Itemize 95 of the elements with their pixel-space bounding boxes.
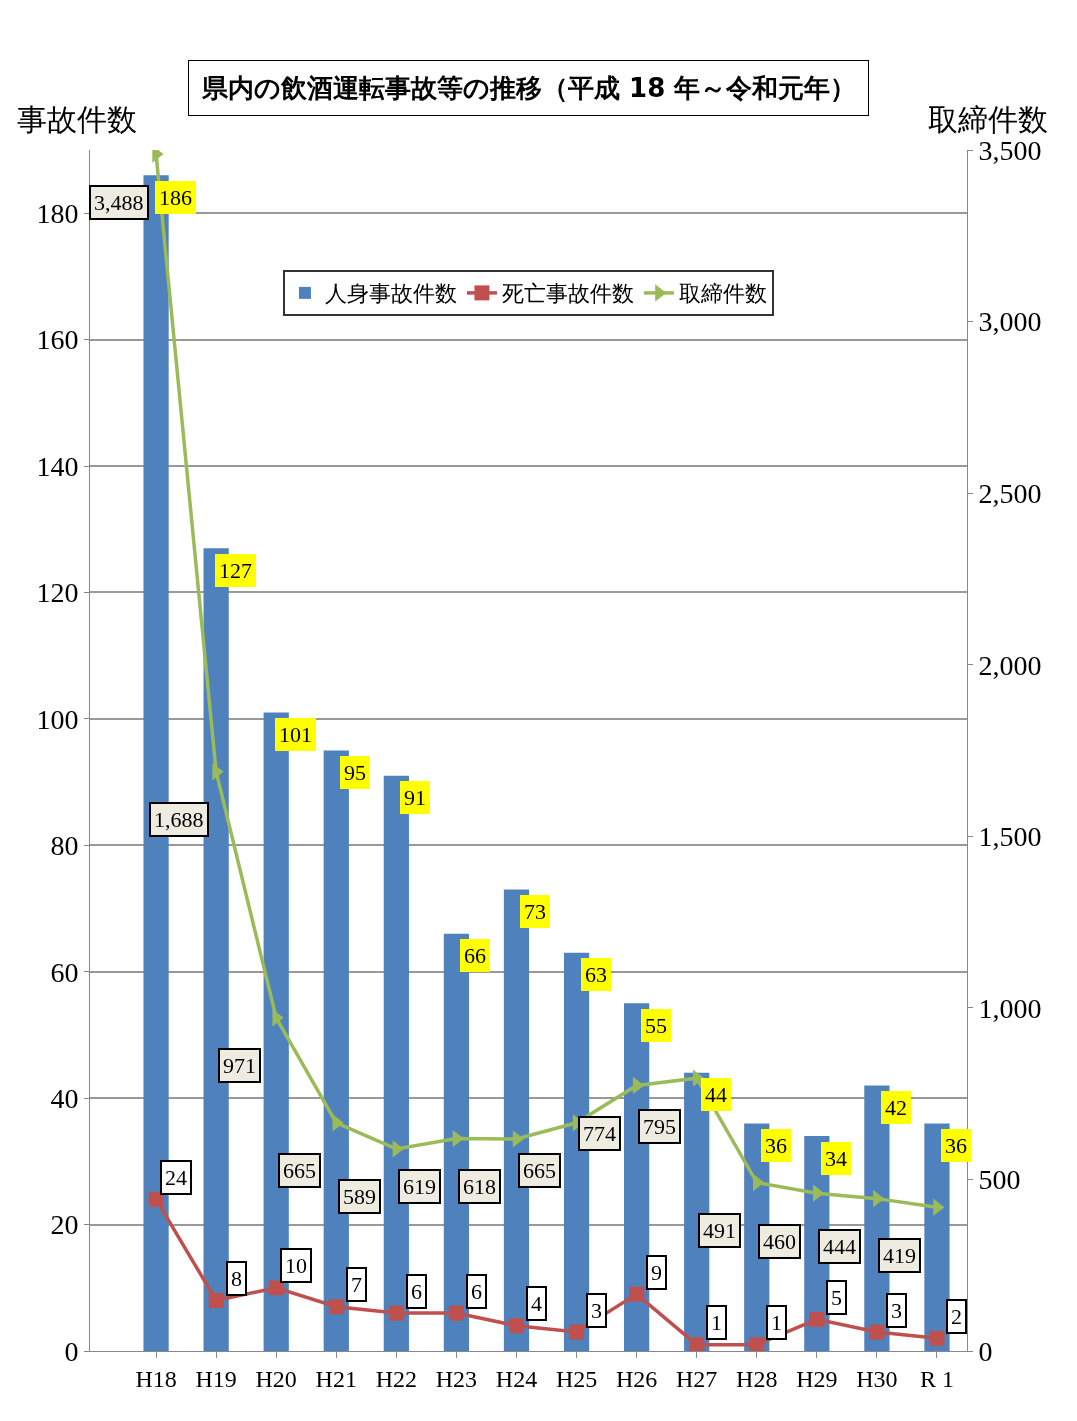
data-label: 55 — [645, 1013, 667, 1038]
legend-label: 人身事故件数 — [324, 281, 457, 307]
point — [388, 1305, 404, 1321]
data-label: 618 — [463, 1174, 496, 1199]
data-label: 589 — [343, 1184, 376, 1209]
data-label: 91 — [404, 785, 426, 810]
y-tick-label: 160 — [36, 324, 79, 356]
data-label: 5 — [831, 1285, 842, 1310]
y2-tick-label: 0 — [978, 1335, 993, 1367]
data-label: 8 — [231, 1266, 242, 1291]
y-tick-label: 180 — [36, 198, 79, 230]
point — [328, 1299, 344, 1315]
point — [689, 1337, 705, 1351]
data-label: 460 — [763, 1229, 796, 1254]
y-tick-label: 120 — [36, 577, 79, 609]
data-label: 63 — [585, 962, 607, 987]
point — [268, 1280, 284, 1296]
data-label: 444 — [823, 1234, 856, 1259]
y2-tick-label: 2,500 — [978, 477, 1042, 509]
data-label: 1 — [711, 1310, 722, 1335]
data-label: 66 — [464, 943, 486, 968]
x-tick-label: H19 — [195, 1365, 237, 1392]
data-label: 2 — [951, 1304, 962, 1329]
data-label: 4 — [531, 1291, 542, 1316]
x-tick-label: H29 — [796, 1365, 838, 1392]
x-tick-label: H28 — [736, 1365, 778, 1392]
y2-tick-label: 500 — [978, 1164, 1021, 1196]
point — [569, 1324, 585, 1340]
data-label: 9 — [651, 1260, 662, 1285]
x-tick-label: R 1 — [919, 1365, 954, 1392]
legend-label: 死亡事故件数 — [501, 281, 634, 307]
data-label: 95 — [344, 760, 366, 785]
point — [809, 1311, 825, 1327]
x-tick-label: H22 — [375, 1365, 418, 1392]
y-tick-label: 100 — [36, 703, 79, 735]
y2-tick-label: 3,500 — [978, 134, 1042, 166]
point — [508, 1318, 524, 1334]
data-label: 44 — [705, 1082, 727, 1107]
y-tick-label: 40 — [50, 1082, 79, 1114]
x-tick-label: H26 — [615, 1365, 658, 1392]
y-tick-label: 60 — [50, 956, 79, 988]
data-label: 186 — [159, 185, 192, 210]
point — [692, 1069, 705, 1087]
point — [208, 1292, 224, 1308]
y2-tick-label: 1,000 — [978, 992, 1042, 1024]
data-label: 1 — [771, 1310, 782, 1335]
x-tick-label: H24 — [495, 1365, 538, 1392]
data-label: 36 — [945, 1133, 967, 1158]
data-label: 774 — [583, 1121, 616, 1146]
x-tick-label: H25 — [555, 1365, 598, 1392]
data-label: 665 — [283, 1158, 316, 1183]
data-label: 7 — [351, 1272, 362, 1297]
point — [629, 1286, 645, 1302]
data-label: 3 — [891, 1298, 902, 1323]
y2-tick-label: 3,000 — [978, 306, 1042, 338]
legend-label: 取締件数 — [678, 281, 767, 307]
data-label: 3,488 — [94, 190, 144, 215]
data-label: 42 — [885, 1095, 907, 1120]
x-tick-label: H23 — [435, 1365, 478, 1392]
data-label: 34 — [825, 1146, 847, 1171]
data-label: 1,688 — [154, 807, 204, 832]
y-tick-label: 140 — [36, 450, 79, 482]
data-label: 665 — [523, 1158, 556, 1183]
data-label: 10 — [285, 1253, 307, 1278]
x-tick-label: H30 — [856, 1365, 898, 1392]
point — [929, 1330, 945, 1346]
data-label: 491 — [703, 1218, 736, 1243]
data-label: 3 — [591, 1298, 602, 1323]
data-label: 971 — [223, 1053, 256, 1078]
chart-title: 県内の飲酒運転事故等の推移（平成 18 年～令和元年） — [201, 73, 857, 103]
y2-tick-label: 2,000 — [978, 649, 1042, 681]
y-axis-title: 事故件数 — [17, 103, 137, 136]
data-label: 795 — [643, 1114, 676, 1139]
x-tick-label: H18 — [135, 1365, 177, 1392]
point — [869, 1324, 885, 1340]
data-label: 619 — [403, 1174, 436, 1199]
y2-tick-label: 1,500 — [978, 821, 1042, 853]
x-tick-label: H27 — [676, 1365, 718, 1392]
y-tick-label: 0 — [64, 1335, 79, 1367]
x-tick-label: H20 — [255, 1365, 297, 1392]
data-label: 101 — [279, 722, 312, 747]
x-tick-label: H21 — [315, 1365, 357, 1392]
data-label: 127 — [219, 558, 252, 583]
data-label: 419 — [883, 1243, 916, 1268]
y2-axis-title: 取締件数 — [928, 103, 1048, 136]
data-label: 24 — [165, 1165, 187, 1190]
data-label: 73 — [524, 899, 546, 924]
data-label: 6 — [471, 1279, 482, 1304]
data-label: 6 — [411, 1279, 422, 1304]
point — [148, 1191, 164, 1207]
y-tick-label: 80 — [50, 830, 79, 862]
y-tick-label: 20 — [50, 1209, 79, 1241]
point — [448, 1305, 464, 1321]
data-label: 36 — [765, 1133, 787, 1158]
point — [749, 1337, 765, 1351]
